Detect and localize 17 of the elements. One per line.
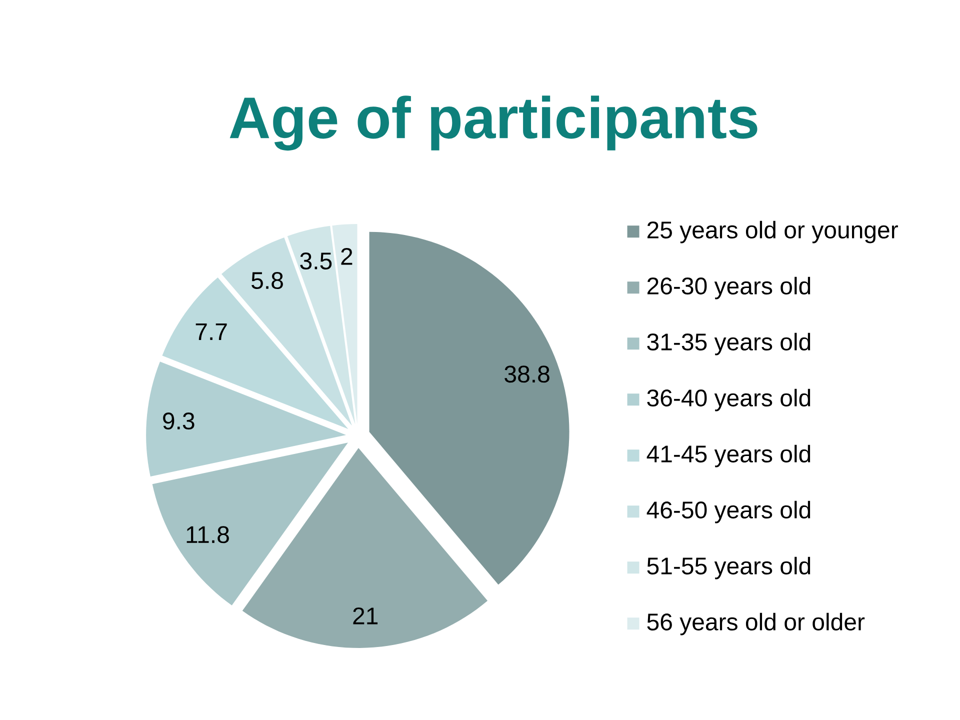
data-label: 38.8 xyxy=(504,366,550,383)
legend-label: 26-30 years old xyxy=(647,276,810,300)
legend-label: 51-55 years old xyxy=(647,556,810,580)
legend-label: 31-35 years old xyxy=(647,332,810,356)
data-label: 5.8 xyxy=(252,272,283,290)
data-label: 11.8 xyxy=(186,526,229,544)
legend-label: 46-50 years old xyxy=(646,500,810,524)
legend-label: 41-45 years old xyxy=(646,444,810,468)
data-label: 2 xyxy=(341,248,352,265)
legend-label: 25 years old or younger xyxy=(647,220,898,244)
chart-title: Age of participants xyxy=(230,96,758,151)
data-label: 21 xyxy=(353,607,378,624)
data-label: 7.7 xyxy=(196,323,227,340)
legend-label: 56 years old or older xyxy=(647,612,865,636)
data-label: 3.5 xyxy=(300,252,332,270)
data-label: 9.3 xyxy=(163,412,194,430)
legend-label: 36-40 years old xyxy=(647,388,810,412)
